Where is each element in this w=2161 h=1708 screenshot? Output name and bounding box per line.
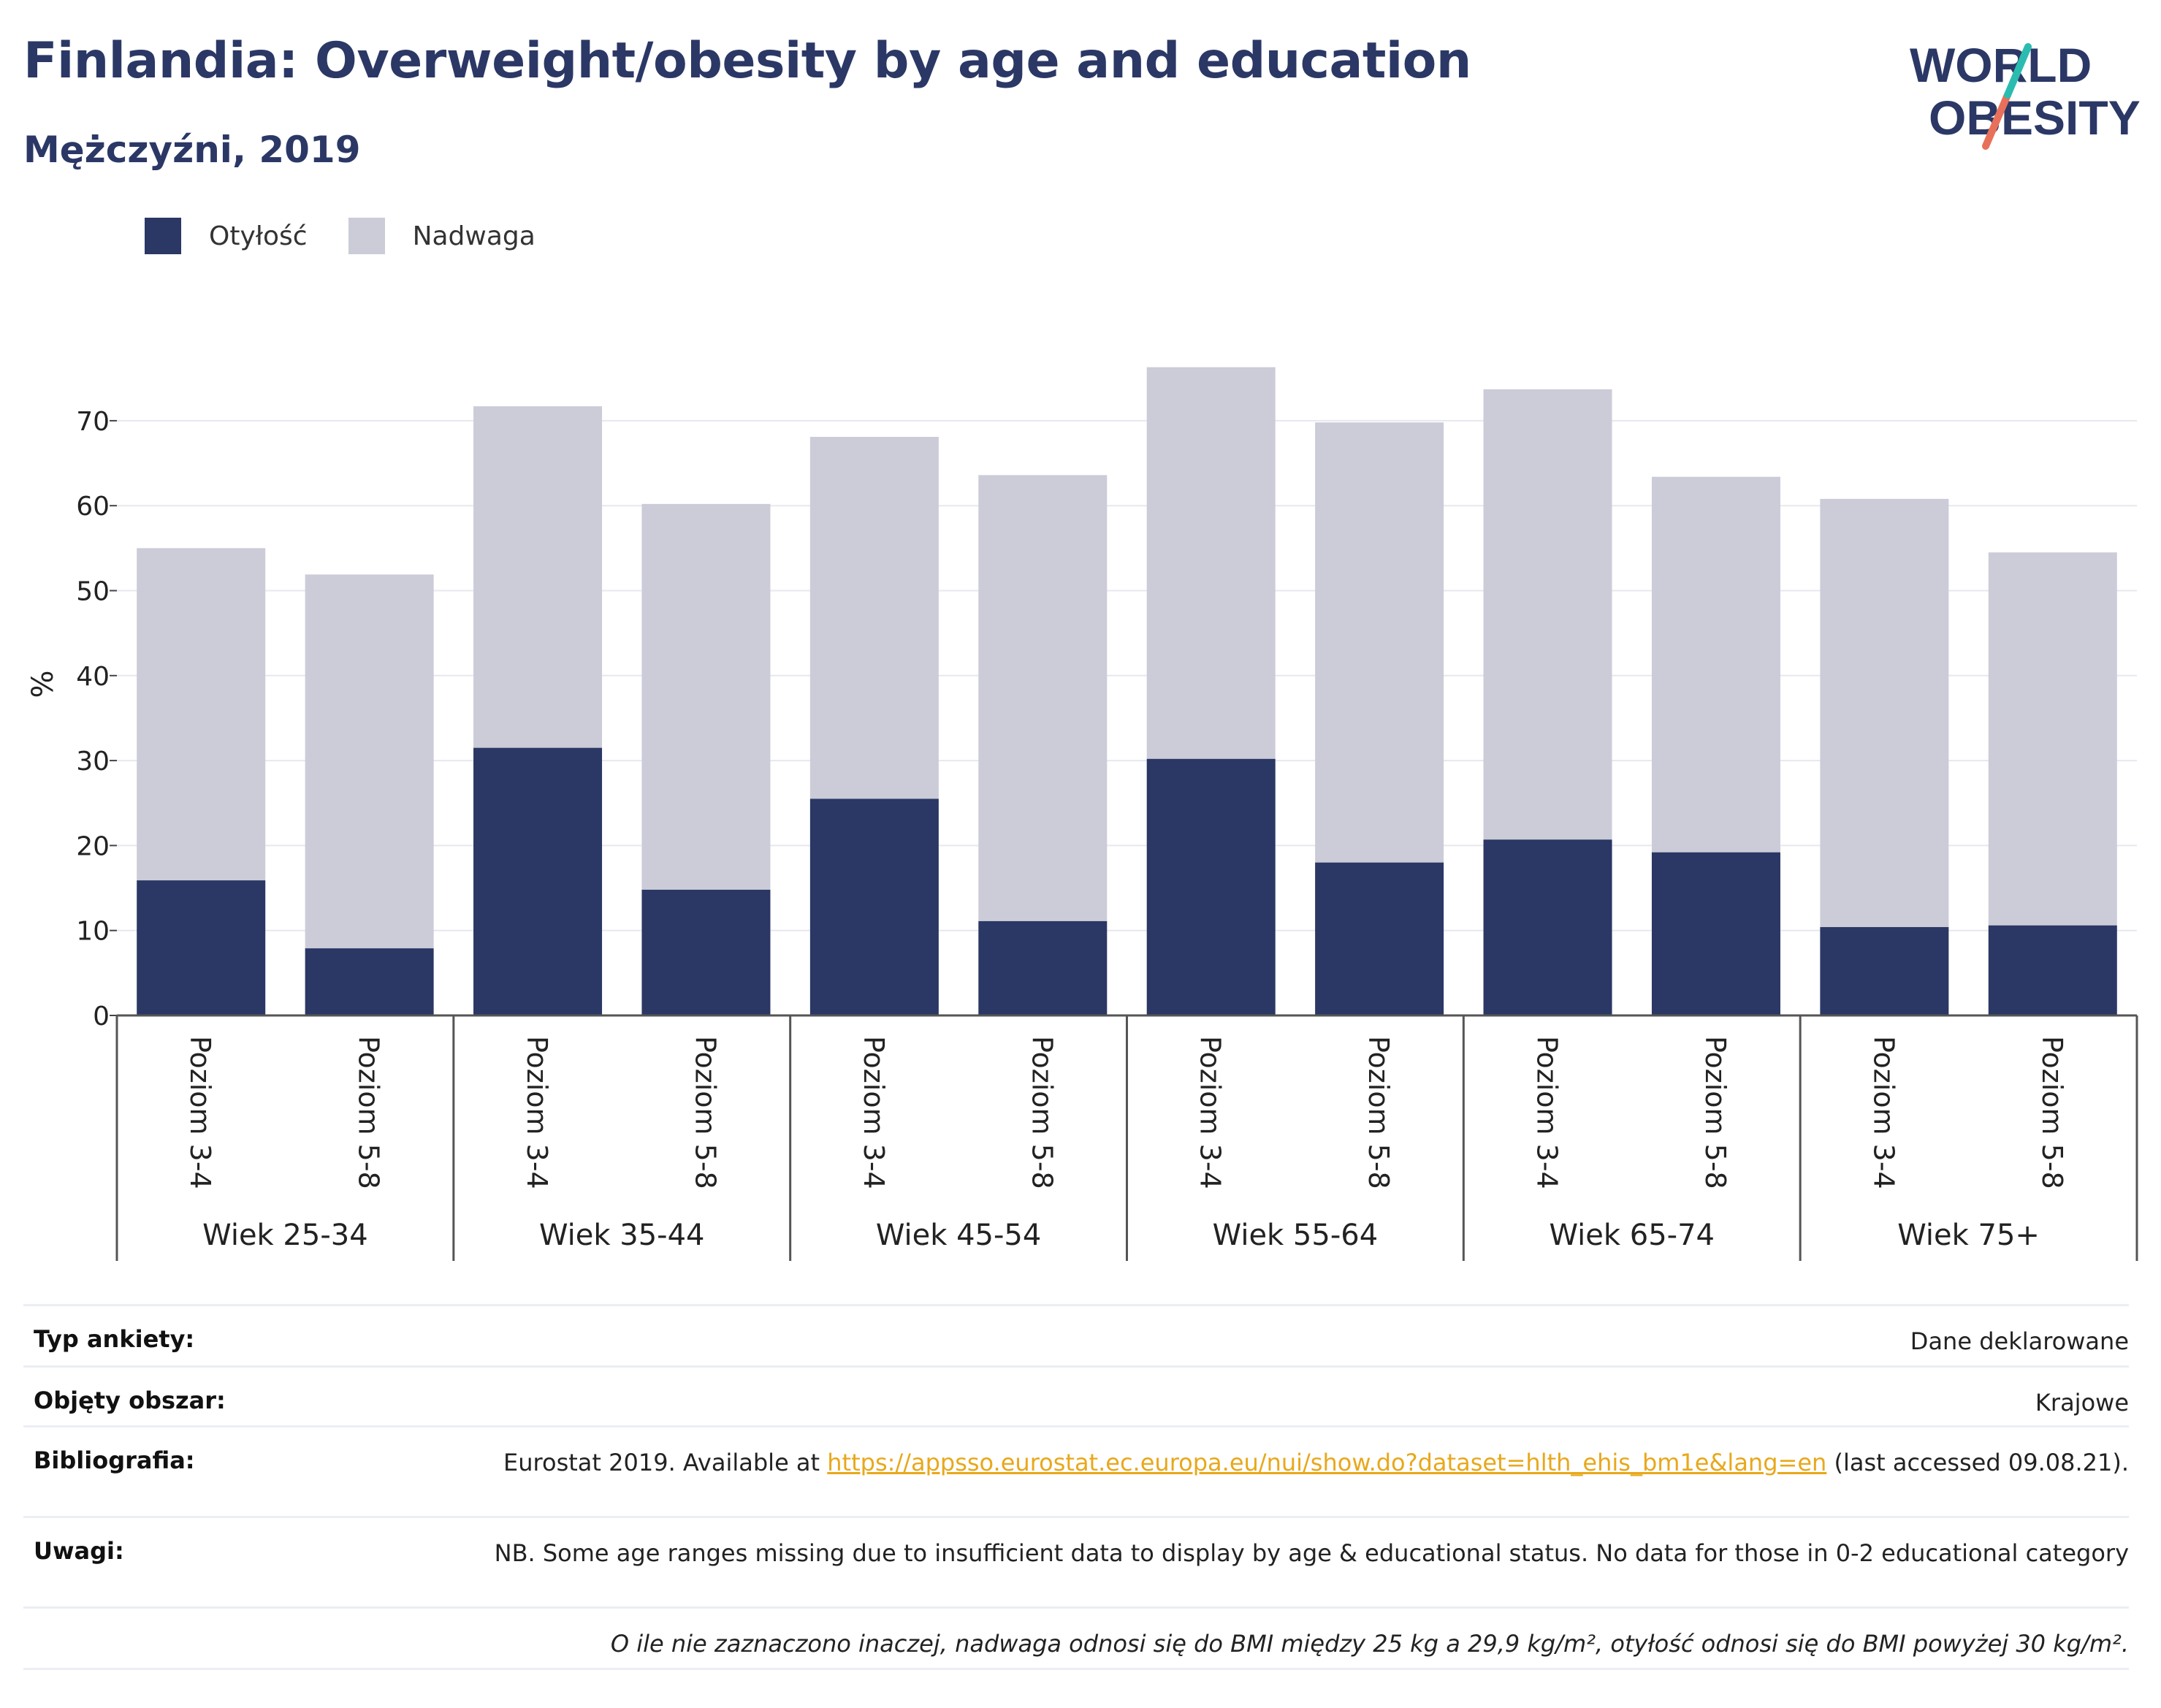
bar-obesity bbox=[1146, 758, 1276, 1015]
y-tick-label: 40 bbox=[76, 662, 110, 692]
x-group-label: Wiek 25-34 bbox=[202, 1219, 368, 1252]
y-tick-label: 20 bbox=[76, 831, 110, 861]
bar-overweight bbox=[1315, 422, 1444, 863]
bar-overweight bbox=[1820, 498, 1949, 928]
metadata-table: Typ ankiety: Dane deklarowane Objęty obs… bbox=[23, 1304, 2129, 1670]
x-subcategory-label: Poziom 3-4 bbox=[184, 1036, 216, 1189]
x-subcategory-label: Poziom 5-8 bbox=[1362, 1036, 1395, 1189]
x-group-label: Wiek 35-44 bbox=[539, 1219, 705, 1252]
y-tick-label: 0 bbox=[93, 1002, 110, 1032]
y-tick-label: 50 bbox=[76, 577, 110, 607]
x-subcategory-label: Poziom 5-8 bbox=[353, 1036, 385, 1189]
x-subcategory-label: Poziom 3-4 bbox=[1194, 1036, 1227, 1189]
bar-obesity bbox=[1483, 839, 1612, 1015]
bar-overweight bbox=[809, 436, 939, 799]
meta-row-notes: Uwagi: NB. Some age ranges missing due t… bbox=[23, 1516, 2129, 1606]
meta-row-survey-type: Typ ankiety: Dane deklarowane bbox=[23, 1304, 2129, 1365]
bar-obesity bbox=[137, 880, 266, 1015]
meta-key: Bibliografia: bbox=[34, 1446, 195, 1474]
bar-obesity bbox=[1988, 925, 2117, 1015]
bar-obesity bbox=[641, 889, 771, 1015]
bar-overweight bbox=[978, 475, 1108, 921]
meta-key: Objęty obszar: bbox=[34, 1387, 226, 1414]
bibliography-text: Eurostat 2019. Available at bbox=[503, 1449, 828, 1476]
chart-subtitle: Mężczyźni, 2019 bbox=[23, 129, 361, 171]
legend-label-overweight: Nadwaga bbox=[412, 221, 536, 251]
meta-row-bibliography: Bibliografia: Eurostat 2019. Available a… bbox=[23, 1425, 2129, 1516]
logo-line2: OBESITY bbox=[1929, 91, 2141, 145]
meta-value: Dane deklarowane bbox=[1910, 1327, 2129, 1355]
x-subcategory-label: Poziom 3-4 bbox=[1531, 1036, 1563, 1189]
bibliography-link[interactable]: https://appsso.eurostat.ec.europa.eu/nui… bbox=[827, 1449, 1827, 1476]
bar-obesity bbox=[473, 747, 603, 1015]
bibliography-text-after: (last accessed 09.08.21). bbox=[1826, 1449, 2129, 1476]
x-group-label: Wiek 75+ bbox=[1897, 1219, 2040, 1252]
bar-overweight bbox=[641, 503, 771, 890]
legend-swatch-overweight bbox=[348, 218, 385, 254]
bar-obesity bbox=[978, 920, 1108, 1015]
bar-chart: 0 10 20 30 40 50 60 70% Poziom 3-4 Poziom 5-8 Wiek… bbox=[26, 367, 2138, 1261]
meta-end-rule bbox=[23, 1668, 2129, 1670]
bar-overweight bbox=[1483, 389, 1612, 840]
x-group-label: Wiek 65-74 bbox=[1549, 1219, 1715, 1252]
meta-key: Uwagi: bbox=[34, 1537, 124, 1565]
bar-obesity bbox=[305, 948, 434, 1015]
logo-slash-coral bbox=[1982, 91, 2011, 150]
y-tick-label: 60 bbox=[76, 492, 110, 522]
x-group-label: Wiek 45-54 bbox=[876, 1219, 1042, 1252]
x-subcategory-label: Poziom 3-4 bbox=[521, 1036, 553, 1189]
world-obesity-logo: WORLD OBESITY bbox=[1910, 38, 2141, 150]
y-tick-label: 10 bbox=[76, 917, 110, 947]
logo-line1: WORLD bbox=[1910, 38, 2092, 92]
bar-overweight bbox=[1651, 476, 1780, 853]
y-tick-label: 30 bbox=[76, 747, 110, 777]
x-group-label: Wiek 55-64 bbox=[1213, 1219, 1379, 1252]
logo-slash-teal bbox=[2004, 43, 2032, 99]
bar-obesity bbox=[1820, 927, 1949, 1015]
chart-title: Finlandia: Overweight/obesity by age and… bbox=[23, 32, 1471, 90]
meta-row-footnote: O ile nie zaznaczono inaczej, nadwaga od… bbox=[23, 1606, 2129, 1668]
legend-item-overweight[interactable]: Nadwaga bbox=[348, 218, 536, 254]
meta-row-area: Objęty obszar: Krajowe bbox=[23, 1365, 2129, 1425]
bar-overweight bbox=[305, 574, 434, 949]
bar-overweight bbox=[1988, 552, 2117, 926]
x-subcategory-label: Poziom 5-8 bbox=[1699, 1036, 1731, 1189]
x-subcategory-label: Poziom 3-4 bbox=[858, 1036, 890, 1189]
meta-key: Typ ankiety: bbox=[34, 1325, 195, 1353]
footnote: O ile nie zaznaczono inaczej, nadwaga od… bbox=[610, 1630, 2129, 1658]
bar-overweight bbox=[473, 406, 603, 748]
legend-swatch-obesity bbox=[145, 218, 181, 254]
bar-obesity bbox=[809, 798, 939, 1015]
legend-label-obesity: Otyłość bbox=[209, 221, 308, 251]
bar-obesity bbox=[1651, 852, 1780, 1015]
bar-obesity bbox=[1315, 862, 1444, 1015]
x-subcategory-label: Poziom 5-8 bbox=[689, 1036, 721, 1189]
y-axis-label: % bbox=[26, 670, 60, 698]
meta-value: Krajowe bbox=[2035, 1389, 2129, 1417]
x-subcategory-label: Poziom 5-8 bbox=[1026, 1036, 1058, 1189]
x-subcategory-label: Poziom 3-4 bbox=[1867, 1036, 1899, 1189]
legend: Otyłość Nadwaga bbox=[145, 218, 576, 254]
meta-value: NB. Some age ranges missing due to insuf… bbox=[494, 1539, 2129, 1567]
y-tick-label: 70 bbox=[76, 407, 110, 437]
bar-overweight bbox=[137, 548, 266, 881]
meta-value: Eurostat 2019. Available at https://apps… bbox=[503, 1446, 2129, 1516]
x-subcategory-label: Poziom 5-8 bbox=[2036, 1036, 2068, 1189]
legend-item-obesity[interactable]: Otyłość bbox=[145, 218, 308, 254]
bar-overweight bbox=[1146, 367, 1276, 759]
